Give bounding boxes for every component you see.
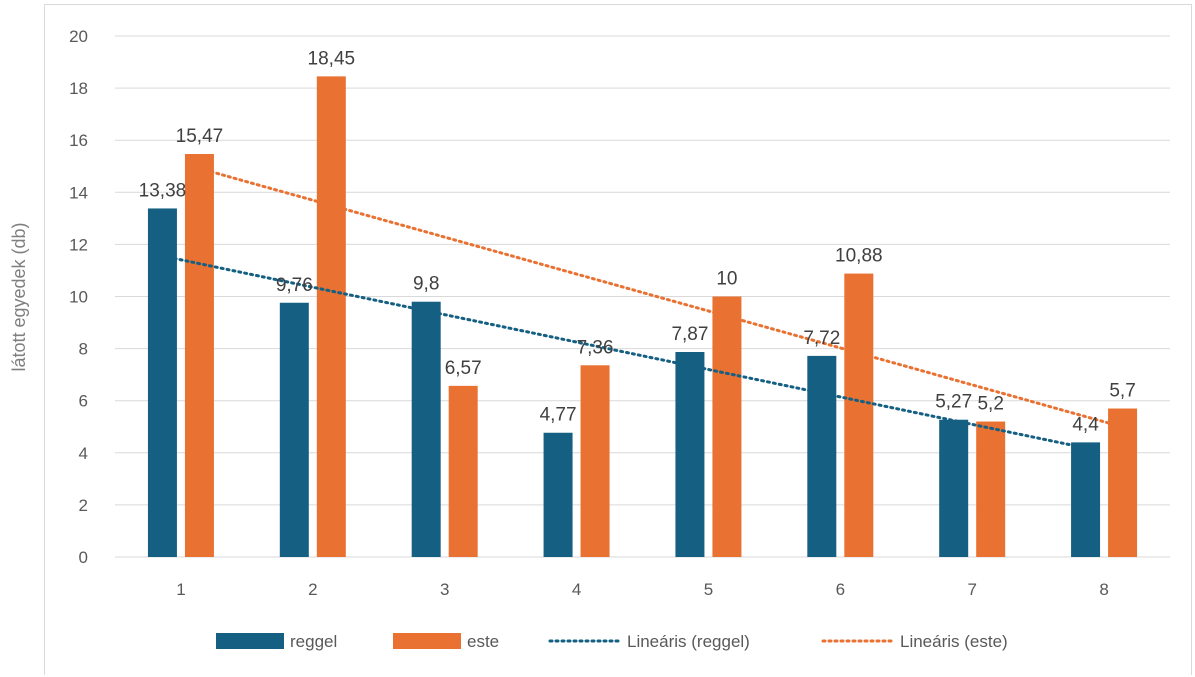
bar-reggel [807,355,837,557]
bar-reggel [279,302,309,557]
y-tick-label: 14 [69,183,88,202]
data-label-este: 5,7 [1109,381,1135,402]
bar-este [1108,408,1138,557]
bar-este [448,385,478,557]
y-axis-label: látott egyedek (db) [9,222,29,371]
chart-frame [44,4,1192,675]
data-label-reggel: 5,27 [935,392,972,413]
y-tick-label: 16 [69,131,88,150]
bar-este [712,296,742,557]
data-label-reggel: 9,76 [276,275,313,296]
x-tick-label: 6 [836,580,845,599]
y-tick-label: 6 [79,392,88,411]
data-label-reggel: 4,77 [540,405,577,426]
y-tick-label: 2 [79,496,88,515]
data-label-reggel: 7,87 [671,324,708,345]
bar-reggel [1071,442,1101,557]
bar-reggel [147,208,177,558]
x-tick-label: 3 [440,580,449,599]
legend-label: reggel [290,632,337,651]
data-label-este: 10,88 [835,246,883,267]
x-tick-label: 8 [1099,580,1108,599]
bar-este [184,154,214,557]
x-tick-label: 1 [176,580,185,599]
bar-este [844,273,874,557]
y-tick-label: 20 [69,27,88,46]
y-tick-label: 4 [79,444,88,463]
data-label-este: 10 [716,269,737,290]
y-tick-label: 10 [69,288,88,307]
legend-label: este [467,632,499,651]
y-tick-label: 0 [79,548,88,567]
trendline-este [197,166,1125,429]
x-tick-label: 2 [308,580,317,599]
y-tick-label: 8 [79,340,88,359]
y-tick-label: 18 [69,79,88,98]
legend-swatch [216,633,284,649]
data-label-este: 15,47 [176,126,224,147]
data-label-reggel: 9,8 [413,274,439,295]
bar-este [580,365,610,557]
data-label-este: 7,36 [577,337,614,358]
x-tick-label: 4 [572,580,581,599]
data-label-reggel: 13,38 [139,180,187,201]
data-label-reggel: 7,72 [803,328,840,349]
data-label-reggel: 4,4 [1072,414,1099,435]
trendline-reggel [160,254,1088,450]
x-tick-label: 7 [967,580,976,599]
bar-reggel [543,432,573,557]
data-label-este: 6,57 [445,358,482,379]
bar-este [976,421,1006,557]
legend-swatch [393,633,461,649]
legend-label: Lineáris (este) [900,632,1008,651]
x-tick-label: 5 [704,580,713,599]
bar-reggel [411,301,441,557]
bar-este [316,76,346,557]
bar-reggel [939,419,969,557]
legend-label: Lineáris (reggel) [627,632,750,651]
bar-reggel [675,351,705,557]
data-label-este: 18,45 [308,48,356,69]
data-label-este: 5,2 [977,394,1003,415]
y-tick-label: 12 [69,235,88,254]
